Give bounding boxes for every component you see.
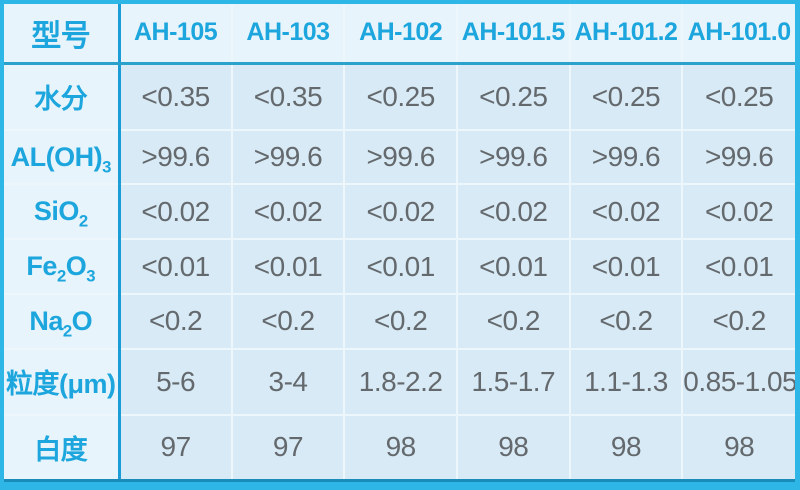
value-cell: <0.2 <box>455 292 570 349</box>
table-row-al-oh-3: AL(OH)3 >99.6 >99.6 >99.6 >99.6 >99.6 >99.6 <box>4 128 795 185</box>
value-cell: <0.2 <box>568 292 683 349</box>
table-body: 水分 <0.35 <0.35 <0.25 <0.25 <0.25 <0.25 AL(OH)… <box>4 63 795 479</box>
value-cell: <0.25 <box>568 63 683 130</box>
value-cell: 1.1-1.3 <box>568 347 683 415</box>
row-label: Na2O <box>4 292 121 349</box>
row-label: 水分 <box>4 63 121 130</box>
value-cell: <0.25 <box>455 63 570 130</box>
value-cell: <0.2 <box>230 292 345 349</box>
value-cell: <0.02 <box>455 183 570 240</box>
value-cell: <0.02 <box>681 183 795 240</box>
column-header: AH-105 <box>118 4 232 65</box>
value-cell: <0.2 <box>343 292 457 349</box>
corner-header-model: 型号 <box>4 4 121 65</box>
value-cell: <0.25 <box>343 63 457 130</box>
column-header: AH-101.0 <box>681 4 795 65</box>
value-cell: <0.2 <box>118 292 232 349</box>
column-header: AH-101.2 <box>568 4 683 65</box>
value-cell: <0.01 <box>455 238 570 294</box>
table-row-whiteness: 白度 97 97 98 98 98 98 <box>4 413 795 479</box>
value-cell: >99.6 <box>681 128 795 185</box>
spec-table-frame: 型号 AH-105 AH-103 AH-102 AH-101.5 AH-101.2 AH-… <box>4 4 795 482</box>
table-row-na2o: Na2O <0.2 <0.2 <0.2 <0.2 <0.2 <0.2 <box>4 292 795 349</box>
column-header: AH-102 <box>343 4 457 65</box>
value-cell: <0.01 <box>681 238 795 294</box>
value-cell: 97 <box>118 413 232 479</box>
value-cell: <0.01 <box>343 238 457 294</box>
value-cell: <0.01 <box>568 238 683 294</box>
row-label: 粒度(μm) <box>4 347 121 415</box>
value-cell: 98 <box>568 413 683 479</box>
value-cell: >99.6 <box>118 128 232 185</box>
product-spec-table: 型号 AH-105 AH-103 AH-102 AH-101.5 AH-101.2 AH-… <box>4 4 795 479</box>
row-label: 白度 <box>4 413 121 479</box>
value-cell: <0.2 <box>681 292 795 349</box>
value-cell: <0.02 <box>568 183 683 240</box>
column-header: AH-103 <box>230 4 345 65</box>
value-cell: <0.25 <box>681 63 795 130</box>
table-row-particle-size: 粒度(μm) 5-6 3-4 1.8-2.2 1.5-1.7 1.1-1.3 0.85-1… <box>4 347 795 415</box>
value-cell: 97 <box>230 413 345 479</box>
value-cell: 98 <box>343 413 457 479</box>
row-label: Fe2O3 <box>4 238 121 294</box>
row-label: SiO2 <box>4 183 121 240</box>
value-cell: >99.6 <box>230 128 345 185</box>
value-cell: 3-4 <box>230 347 345 415</box>
value-cell: >99.6 <box>343 128 457 185</box>
table-head: 型号 AH-105 AH-103 AH-102 AH-101.5 AH-101.2 AH-… <box>4 4 795 65</box>
value-cell: <0.01 <box>230 238 345 294</box>
value-cell: 98 <box>681 413 795 479</box>
value-cell: <0.35 <box>230 63 345 130</box>
value-cell: 98 <box>455 413 570 479</box>
value-cell: 0.85-1.05 <box>681 347 795 415</box>
row-label: AL(OH)3 <box>4 128 121 185</box>
value-cell: >99.6 <box>568 128 683 185</box>
value-cell: <0.02 <box>343 183 457 240</box>
value-cell: <0.01 <box>118 238 232 294</box>
column-header: AH-101.5 <box>455 4 570 65</box>
table-row-moisture: 水分 <0.35 <0.35 <0.25 <0.25 <0.25 <0.25 <box>4 63 795 130</box>
value-cell: <0.02 <box>230 183 345 240</box>
value-cell: <0.35 <box>118 63 232 130</box>
value-cell: 1.5-1.7 <box>455 347 570 415</box>
value-cell: 5-6 <box>118 347 232 415</box>
value-cell: 1.8-2.2 <box>343 347 457 415</box>
value-cell: >99.6 <box>455 128 570 185</box>
header-row: 型号 AH-105 AH-103 AH-102 AH-101.5 AH-101.2 AH-… <box>4 4 795 65</box>
table-row-fe2o3: Fe2O3 <0.01 <0.01 <0.01 <0.01 <0.01 <0.01 <box>4 238 795 294</box>
table-row-sio2: SiO2 <0.02 <0.02 <0.02 <0.02 <0.02 <0.02 <box>4 183 795 240</box>
value-cell: <0.02 <box>118 183 232 240</box>
